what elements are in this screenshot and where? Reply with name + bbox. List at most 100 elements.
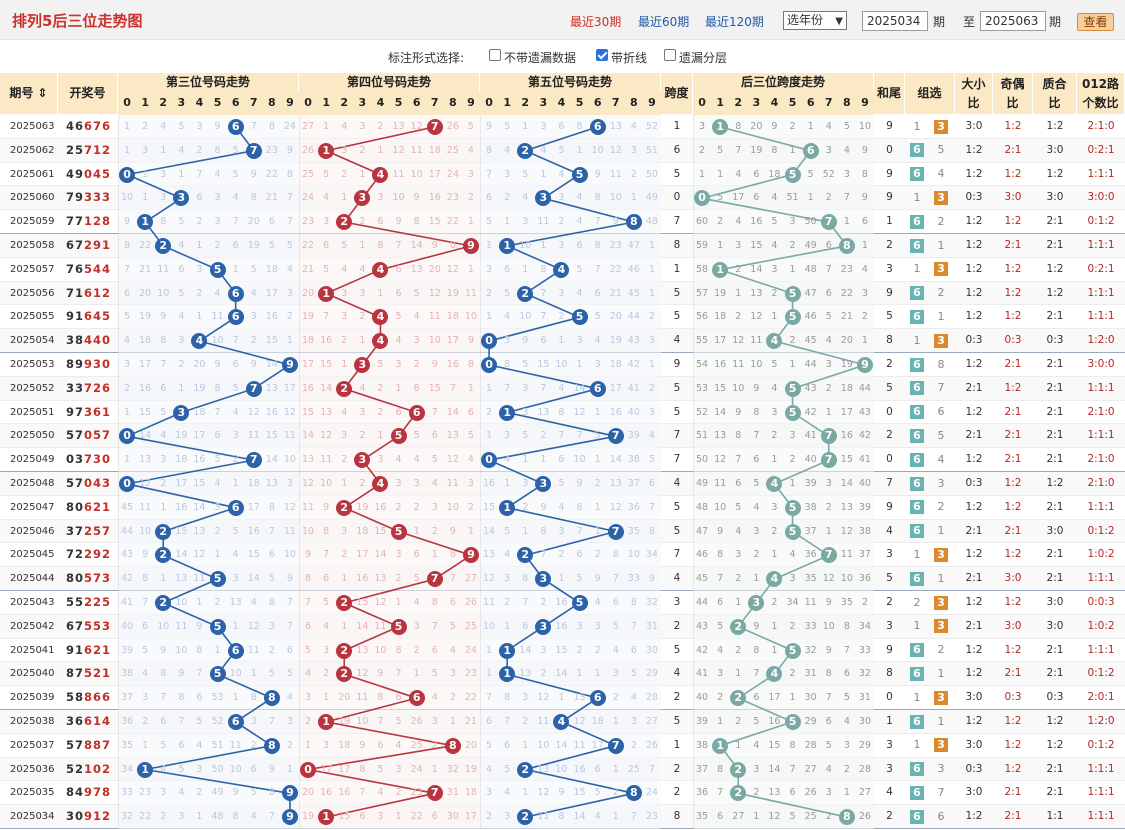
big-small-ratio: 0:3 (965, 477, 983, 489)
prime-composite-ratio: 2:1 (1046, 453, 1064, 466)
issue-number[interactable]: 2025044 (10, 573, 55, 585)
issue-number[interactable]: 2025058 (10, 240, 55, 251)
missing-count: 16 (446, 359, 459, 370)
issue-number[interactable]: 2025049 (10, 454, 55, 466)
year-select[interactable]: 选年份 ▼ (783, 11, 847, 30)
issue-number[interactable]: 2025048 (10, 478, 55, 489)
issue-number[interactable]: 2025056 (10, 287, 55, 299)
missing-count: 11 (609, 168, 622, 180)
group-six-box: 1 (913, 333, 921, 347)
missing-count: 19 (338, 716, 351, 727)
issue-number[interactable]: 2025052 (10, 382, 55, 394)
missing-count: 2 (630, 739, 637, 751)
missing-count: 19 (302, 811, 315, 823)
query-button[interactable]: 查看 (1077, 13, 1114, 31)
from-issue-input[interactable]: 2025034 (862, 11, 928, 31)
draw-number: 67553 (66, 615, 116, 638)
missing-count: 4 (558, 168, 565, 180)
missing-count: 5 (843, 692, 850, 704)
issue-number[interactable]: 2025054 (10, 335, 55, 347)
missing-count: 15 (555, 644, 568, 656)
missing-count: 1 (843, 787, 850, 799)
issue-number[interactable]: 2025042 (10, 620, 55, 632)
missing-count: 2 (735, 573, 742, 585)
draw-number-tail: 730 (84, 452, 112, 467)
missing-count: 2 (753, 549, 760, 561)
missing-count: 2 (395, 573, 402, 585)
issue-number[interactable]: 2025045 (10, 549, 55, 561)
draw-number: 91621 (66, 639, 116, 662)
period-link-60[interactable]: 最近60期 (638, 15, 690, 29)
missing-count: 11 (464, 287, 477, 299)
group-six-box: 6 (910, 214, 924, 229)
issue-number[interactable]: 2025041 (10, 644, 55, 656)
issue-number[interactable]: 2025061 (10, 168, 55, 180)
missing-count: 1 (807, 192, 814, 204)
missing-count: 1 (196, 811, 203, 823)
draw-number-tail: 333 (84, 190, 112, 205)
missing-count: 16 (302, 382, 315, 394)
checkbox-layered[interactable] (664, 49, 676, 61)
hit-ball-pos4: 3 (354, 190, 371, 207)
draw-number-head: 80 (66, 499, 85, 514)
missing-count: 36 (627, 501, 640, 513)
issue-number[interactable]: 2025047 (10, 501, 55, 513)
checkbox-polyline[interactable] (596, 49, 608, 61)
prime-composite-ratio: 2:1 (1046, 405, 1064, 418)
missing-count: 10 (229, 668, 242, 680)
issue-number[interactable]: 2025057 (10, 263, 55, 275)
issue-number[interactable]: 2025050 (10, 430, 55, 442)
issue-number[interactable]: 2025063 (10, 121, 55, 132)
hit-ball-pos3: 9 (281, 809, 298, 826)
group-three-box: 3 (934, 738, 948, 753)
missing-count: 4 (753, 739, 760, 751)
missing-count: 10 (609, 192, 622, 204)
missing-count: 1 (522, 263, 529, 275)
issue-number[interactable]: 2025053 (10, 359, 55, 370)
issue-number[interactable]: 2025051 (10, 406, 55, 418)
missing-count: 10 (858, 121, 871, 132)
period-link-120[interactable]: 最近120期 (705, 15, 764, 29)
issue-number[interactable]: 2025038 (10, 716, 55, 727)
issue-number[interactable]: 2025039 (10, 692, 55, 704)
issue-number[interactable]: 2025046 (10, 525, 55, 537)
missing-count: 18 (265, 263, 278, 275)
missing-count: 1 (699, 168, 706, 180)
missing-count: 7 (214, 406, 221, 418)
missing-count: 22 (446, 216, 459, 228)
missing-count: 5 (178, 763, 185, 775)
missing-count: 2 (648, 382, 655, 394)
sum-tail-value: 3 (886, 262, 893, 275)
missing-count: 6 (431, 811, 438, 823)
missing-count: 11 (714, 478, 727, 489)
issue-number[interactable]: 2025037 (10, 739, 55, 751)
missing-count: 7 (286, 597, 293, 608)
draw-number-head: 71 (66, 285, 85, 300)
issue-number[interactable]: 2025040 (10, 668, 55, 680)
checkbox-no-missing[interactable] (489, 49, 501, 61)
odd-even-ratio: 2:1 (1004, 667, 1022, 680)
issue-number[interactable]: 2025034 (10, 811, 55, 823)
issue-number[interactable]: 2025062 (10, 144, 55, 156)
missing-count: 8 (305, 573, 312, 585)
period-link-30[interactable]: 最近30期 (570, 15, 622, 29)
issue-number[interactable]: 2025060 (10, 192, 55, 204)
missing-count: 1 (594, 668, 601, 680)
draw-number-head: 87 (66, 666, 85, 681)
span-value: 8 (673, 810, 681, 823)
draw-number: 49045 (66, 163, 116, 186)
draw-number-head: 57 (66, 428, 85, 443)
issue-number[interactable]: 2025036 (10, 763, 55, 775)
missing-count: 1 (431, 763, 438, 775)
issue-number[interactable]: 2025035 (10, 787, 55, 799)
digit-header-pos3-7: 7 (244, 92, 263, 114)
missing-count: 6 (861, 216, 868, 228)
issue-number[interactable]: 2025059 (10, 216, 55, 228)
column-issue-header[interactable]: 期号 ⇕ (0, 73, 58, 115)
issue-number[interactable]: 2025043 (10, 597, 55, 608)
issue-number[interactable]: 2025055 (10, 311, 55, 323)
missing-count: 25 (627, 763, 640, 775)
to-issue-input[interactable]: 2025063 (980, 11, 1046, 31)
missing-count: 3 (323, 216, 330, 228)
missing-count: 14 (175, 549, 188, 561)
